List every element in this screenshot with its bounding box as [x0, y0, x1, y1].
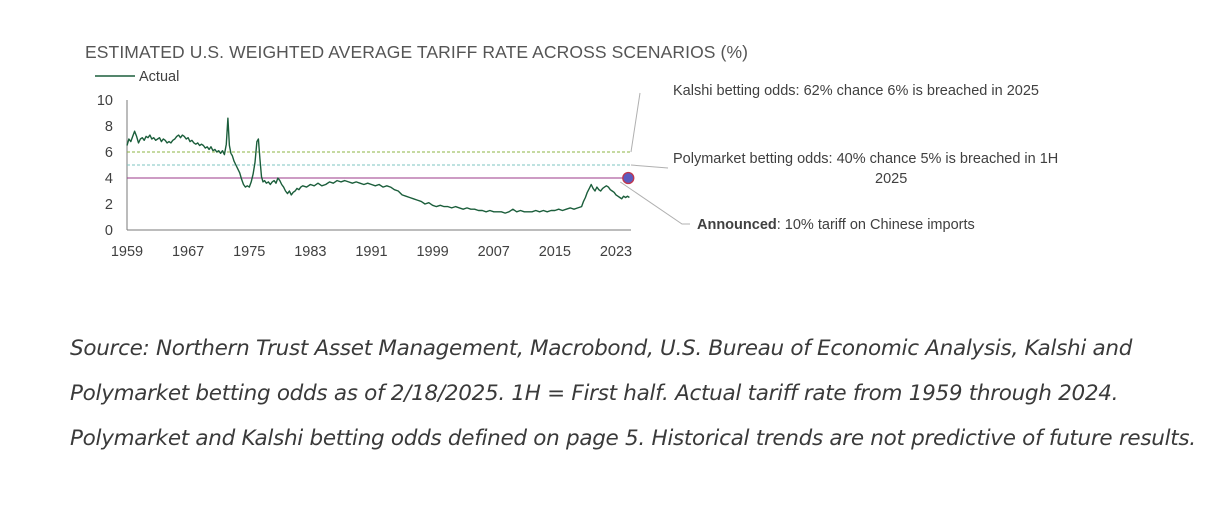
annotation-announced-text: : 10% tariff on Chinese imports	[776, 217, 975, 233]
annotation-polymarket-line2: 2025	[875, 171, 908, 187]
annotation-announced-bold: Announced	[697, 217, 777, 233]
x-tick-label: 1991	[355, 244, 387, 260]
leader-announced	[619, 181, 690, 225]
x-tick-label: 2007	[478, 244, 510, 260]
x-tick-label: 1967	[172, 244, 204, 260]
y-tick-label: 2	[105, 197, 113, 213]
legend-label-actual: Actual	[139, 69, 179, 85]
y-tick-label: 4	[105, 171, 113, 187]
leader-polymarket	[630, 164, 669, 169]
chart-title: ESTIMATED U.S. WEIGHTED AVERAGE TARIFF R…	[85, 42, 749, 62]
y-tick-label: 6	[105, 145, 113, 161]
x-tick-label: 1999	[416, 244, 448, 260]
y-tick-label: 10	[97, 93, 113, 109]
x-tick-label: 2015	[539, 244, 571, 260]
legend: Actual	[95, 69, 179, 85]
chart-axes: 0 2 4 6 8 10 1959 1967 1975 1983 1991 1999 2007 2015 2…	[97, 93, 632, 260]
annotation-kalshi: Kalshi betting odds: 62% chance 6% is br…	[673, 83, 1039, 99]
series-layer	[126, 117, 630, 214]
annotation-polymarket-line1: Polymarket betting odds: 40% chance 5% i…	[673, 151, 1059, 167]
tariff-chart: 0 2 4 6 8 10 1959 1967 1975 1983 1991 1999 2007 2015 2…	[95, 69, 690, 260]
announced-point	[622, 171, 635, 185]
leader-lines	[619, 92, 690, 225]
x-tick-label: 2023	[600, 244, 632, 260]
leader-kalshi	[630, 92, 641, 153]
source-note: Source: Northern Trust Asset Management,…	[70, 336, 1196, 451]
y-tick-label: 0	[105, 223, 113, 239]
x-tick-label: 1959	[111, 244, 143, 260]
x-tick-label: 1975	[233, 244, 265, 260]
x-tick-label: 1983	[294, 244, 326, 260]
reference-lines	[127, 151, 631, 179]
y-tick-label: 8	[105, 119, 113, 135]
annotation-announced: Announced: 10% tariff on Chinese imports	[697, 217, 975, 233]
series-line-actual	[126, 117, 630, 214]
